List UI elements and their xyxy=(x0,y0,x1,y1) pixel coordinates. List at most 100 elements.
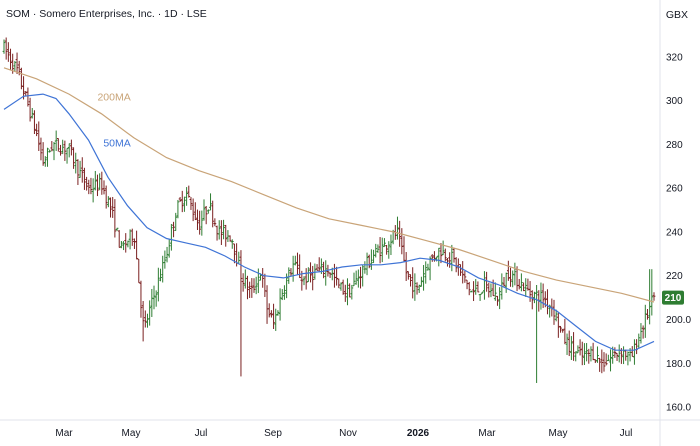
ohlc-bar xyxy=(289,268,293,277)
ohlc-bar xyxy=(591,342,595,361)
ohlc-bar xyxy=(2,39,6,54)
currency-label[interactable]: GBX xyxy=(665,9,688,21)
ohlc-bar xyxy=(263,273,267,297)
ohlc-bar xyxy=(315,264,319,271)
ohlc-bar xyxy=(119,240,123,249)
ohlc-bar xyxy=(506,260,510,281)
ohlc-bar xyxy=(196,209,199,231)
ohlc-bar xyxy=(400,228,404,255)
ohlc-bar xyxy=(219,220,223,245)
ohlc-bar xyxy=(426,263,430,271)
ohlc-bar xyxy=(643,304,647,338)
ohlc-bar xyxy=(602,352,606,372)
ohlc-bar xyxy=(348,283,352,298)
ohlc-bar xyxy=(376,244,380,253)
ohlc-bar xyxy=(202,199,206,221)
ohlc-bar xyxy=(304,268,308,290)
ohlc-bar xyxy=(135,230,139,260)
ohlc-bar xyxy=(441,240,445,256)
ohlc-bar xyxy=(559,325,562,333)
ohlc-bar xyxy=(174,212,178,231)
ohlc-bar xyxy=(411,267,415,299)
ohlc-bar xyxy=(109,197,112,218)
x-tick-label: Jul xyxy=(620,428,633,439)
ohlc-bar xyxy=(367,254,371,269)
ohlc-bar xyxy=(241,273,245,292)
ohlc-bar xyxy=(565,333,569,355)
ohlc-bar xyxy=(485,271,489,292)
ohlc-bars[interactable] xyxy=(2,37,656,383)
ohlc-bar xyxy=(322,261,325,279)
ohlc-bar xyxy=(385,245,389,255)
ohlc-bar xyxy=(191,198,195,222)
ohlc-bar xyxy=(383,238,386,248)
ohlc-bar xyxy=(428,256,432,281)
chart-title: SOM · Somero Enterprises, Inc. · 1D · LS… xyxy=(6,8,207,20)
last-price-badge: 210 xyxy=(662,290,684,305)
ohlc-bar xyxy=(552,299,556,325)
ohlc-bar xyxy=(306,267,310,283)
last-price-label: 210 xyxy=(665,293,682,304)
ohlc-bar xyxy=(372,249,375,264)
ohlc-bar xyxy=(626,351,630,366)
ohlc-bar xyxy=(583,343,586,366)
ohlc-bar xyxy=(104,185,108,209)
ohlc-bar xyxy=(180,190,184,213)
ohlc-bar xyxy=(291,255,295,282)
ohlc-bar xyxy=(633,339,636,365)
ohlc-bar xyxy=(280,289,284,301)
ohlc-bar xyxy=(67,143,71,158)
ohlc-bar xyxy=(585,343,589,362)
ohlc-bar xyxy=(574,351,578,362)
ohlc-bar xyxy=(580,341,584,366)
moving-averages: 200MA 50MA xyxy=(3,67,655,351)
ohlc-bar xyxy=(333,263,336,288)
ohlc-bar xyxy=(54,130,58,151)
ohlc-bar xyxy=(48,149,52,153)
time-axis[interactable]: Mar May Jul Sep Nov 2026 Mar May Jul xyxy=(55,428,632,439)
ohlc-bar xyxy=(111,196,115,218)
ohlc-bar xyxy=(278,288,282,321)
price-axis[interactable]: 160.0 180.0 200.0 220 240 260 280 300 320 xyxy=(666,52,691,413)
ohlc-bar xyxy=(374,243,378,258)
ohlc-bar xyxy=(37,121,41,151)
ohlc-bar xyxy=(287,267,291,284)
ohlc-bar xyxy=(606,354,610,362)
ohlc-bar xyxy=(83,167,86,190)
ohlc-bar xyxy=(230,239,234,249)
ohlc-bar xyxy=(269,310,273,318)
ohlc-bar xyxy=(613,347,617,358)
ma-label-50ma: 50MA xyxy=(103,138,130,150)
ohlc-bar xyxy=(598,357,602,372)
ohlc-bar xyxy=(198,210,202,235)
ohlc-bar xyxy=(185,187,189,206)
ohlc-bar xyxy=(302,276,306,286)
ohlc-bar xyxy=(187,185,191,198)
ohlc-bar xyxy=(646,308,649,320)
ohlc-bar xyxy=(65,147,69,164)
ohlc-bar xyxy=(6,42,10,62)
ohlc-bar xyxy=(154,290,158,307)
ohlc-bar xyxy=(539,282,543,310)
ohlc-bar xyxy=(419,276,423,287)
y-tick-label: 260 xyxy=(666,184,683,195)
ohlc-bar xyxy=(452,247,456,263)
ohlc-bar xyxy=(630,346,634,357)
ohlc-bar xyxy=(41,142,45,166)
ohlc-bar xyxy=(85,176,89,191)
ohlc-bar xyxy=(489,283,493,298)
y-tick-label: 220 xyxy=(666,271,683,282)
ohlc-bar xyxy=(13,61,17,72)
x-tick-label: Nov xyxy=(339,428,357,439)
ohlc-bar xyxy=(402,236,406,263)
ohlc-bar xyxy=(424,261,428,284)
ohlc-bar xyxy=(593,359,597,364)
ohlc-bar xyxy=(641,325,645,339)
last-price-badge-bg xyxy=(662,290,684,305)
ohlc-bar xyxy=(528,281,532,302)
ohlc-bar xyxy=(176,199,180,219)
ohlc-bar xyxy=(35,123,39,137)
ohlc-bar xyxy=(59,144,62,156)
ohlc-bar xyxy=(152,285,156,310)
